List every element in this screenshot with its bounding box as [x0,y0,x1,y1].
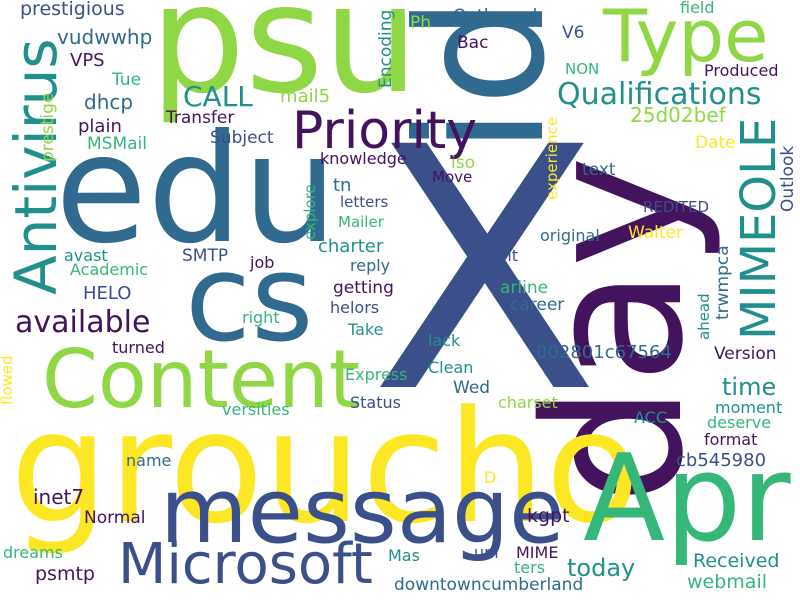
word-field: field [680,0,715,17]
word-received: Received [693,550,780,572]
word-express: Express [345,365,408,384]
word-subject: Subject [210,128,274,148]
word-status: Status [350,393,401,412]
word-job: job [250,253,275,272]
word-wed: Wed [453,378,491,398]
word-career: career [510,295,565,315]
word-x: X [370,77,600,467]
word-helors: helors [330,298,380,317]
word-tn: tn [333,175,352,196]
word-kgpt: kgpt [527,505,570,527]
word-avast: avast [64,246,108,265]
word-non: NON [565,60,600,78]
word-qualifications: Qualifications [557,77,762,112]
word-explore: explore [301,184,319,240]
word-apr: Apr [583,430,791,569]
word-right: right [242,308,280,327]
word-prestige: prestige [38,92,58,162]
word-mail5: mail5 [280,86,331,107]
word-versities: versities [222,400,290,419]
word-vudwwhp: vudwwhp [57,25,153,49]
word-type: Type [603,0,769,78]
word-ph: Ph [410,13,432,33]
word-uni: uni [474,543,499,562]
word-cs: cs [185,230,314,369]
word-version: Version [714,344,777,364]
word-inet7: inet7 [33,485,85,509]
word-message: message [160,459,565,564]
word-getting: getting [333,278,394,298]
word-produced: Produced [704,61,779,80]
word-mime: MIME [516,543,559,562]
word-prestigious: prestigious [20,0,125,20]
word-dreams: dreams [3,543,63,562]
word-hash: 25d02bef [630,103,726,127]
word-msmail: MSMail [87,134,147,154]
word-academic: Academic [70,260,149,279]
word-acc: ACC [634,408,668,427]
word-content: Content [42,333,361,426]
word-turned: turned [112,338,165,357]
word-microsoft: Microsoft [118,532,373,597]
word-webmail: webmail [687,571,767,593]
word-d: D [484,468,497,487]
word-normal: Normal [84,508,146,528]
word-tue: Tue [112,70,142,90]
word-time: time [722,373,777,401]
word-downtowncumberland: downtowncumberland [394,575,584,595]
word-take: Take [348,320,384,339]
word-encoding: Encoding [376,9,396,88]
word-vps: VPS [70,50,105,71]
word-charter: charter [318,236,384,257]
word-available: available [15,305,151,340]
word-today: today [567,554,636,582]
word-lack: lack [428,331,461,350]
word-antivirus: Antivirus [2,38,70,295]
word-ters: ters [514,558,546,577]
word-move: Move [432,168,473,186]
word-name: name [126,451,172,470]
word-call: CALL [183,80,253,113]
word-bac: Bac [457,33,489,53]
word-moment: moment [715,398,783,417]
word-groucho: groucho [10,377,641,558]
word-letters: letters [340,193,389,211]
word-outbound: Outbound [453,6,538,26]
word-redited: REDITED [643,198,710,216]
word-mas: Mas [388,546,420,565]
word-charset: charset [498,393,558,412]
word-v6: V6 [562,23,585,43]
word-format: format [704,430,758,449]
word-walter: Walter [628,223,683,243]
word-psu: psu [150,0,419,127]
word-date: Date [695,133,736,153]
word-arline: arline [500,278,549,298]
word-experience: experience [543,116,561,200]
word-mimeole: MIMEOLE [731,117,787,340]
word-psmtp: psmtp [35,563,95,585]
word-original: original [540,226,600,245]
word-id-002: 002801c67564 [536,342,672,363]
word-smtp: SMTP [182,246,229,266]
word-outlook: Outlook [778,145,798,212]
word-edu: edu [55,103,338,277]
word-text: text [582,160,616,180]
word-7bit: 7bit [487,246,519,265]
word-clean: Clean [428,358,474,377]
word-priority: Priority [292,101,478,161]
word-flowed: flowed [0,355,16,405]
word-plain: plain [78,116,122,137]
word-reply: reply [350,256,391,275]
word-knowledge: knowledge [320,149,407,168]
word-cb545980: cb545980 [676,450,767,471]
word-trwmpca: trwmpca [713,245,733,320]
word-ahead: ahead [695,293,713,340]
word-helo: HELO [83,283,132,304]
word-iso: iso [451,153,475,173]
word-deserve: deserve [707,413,772,432]
word-mailer: Mailer [338,213,384,231]
word-dhcp: dhcp [84,90,134,114]
word-transfer: Transfer [166,108,235,128]
